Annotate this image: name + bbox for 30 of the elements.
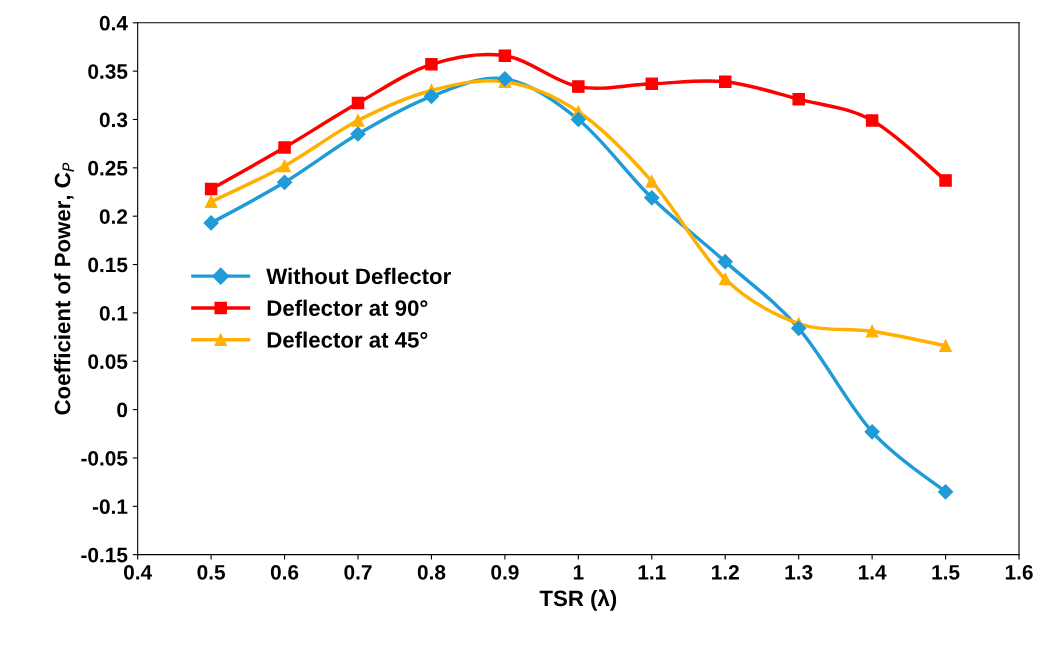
y-tick-label: 0.05 [88,354,128,369]
legend-label: Deflector at 90° [267,299,428,316]
y-tick-label: 0.25 [88,160,128,176]
y-tick-label: 0.35 [88,64,128,79]
x-tick-label: 0.6 [270,564,299,580]
y-tick-label: -0.15 [81,547,128,563]
y-tick-label: 0 [117,402,128,418]
x-tick-label: 0.4 [124,564,153,580]
x-tick-label: 0.5 [197,564,226,580]
y-tick-label: 0.3 [99,112,128,128]
x-tick-label: 0.9 [491,564,519,580]
x-tick-label: 1.2 [712,564,739,580]
y-tick-label: 0.1 [99,305,128,321]
x-tick-label: 1.6 [1005,564,1033,580]
y-tick-label: 0.2 [99,209,128,224]
x-tick-label: 1 [573,565,584,580]
x-tick-label: 1.5 [932,565,960,580]
y-tick-label: 0.4 [99,15,128,31]
legend-label: Without Deflector [266,267,451,285]
x-tick-label: 0.7 [344,564,372,580]
x-tick-label: 1.1 [638,565,666,580]
x-axis-title: TSR (λ) [539,589,617,611]
y-tick-label: -0.1 [92,499,128,515]
y-tick-label: 0.15 [88,257,128,273]
legend-label: Deflector at 45° [267,331,428,348]
x-tick-label: 1.3 [785,564,813,580]
x-tick-label: 0.8 [417,564,446,580]
x-tick-label: 1.4 [858,565,887,580]
y-axis-title: Coefficient of Power, C$_{P}$ [54,162,74,415]
y-tick-label: -0.05 [81,450,128,466]
